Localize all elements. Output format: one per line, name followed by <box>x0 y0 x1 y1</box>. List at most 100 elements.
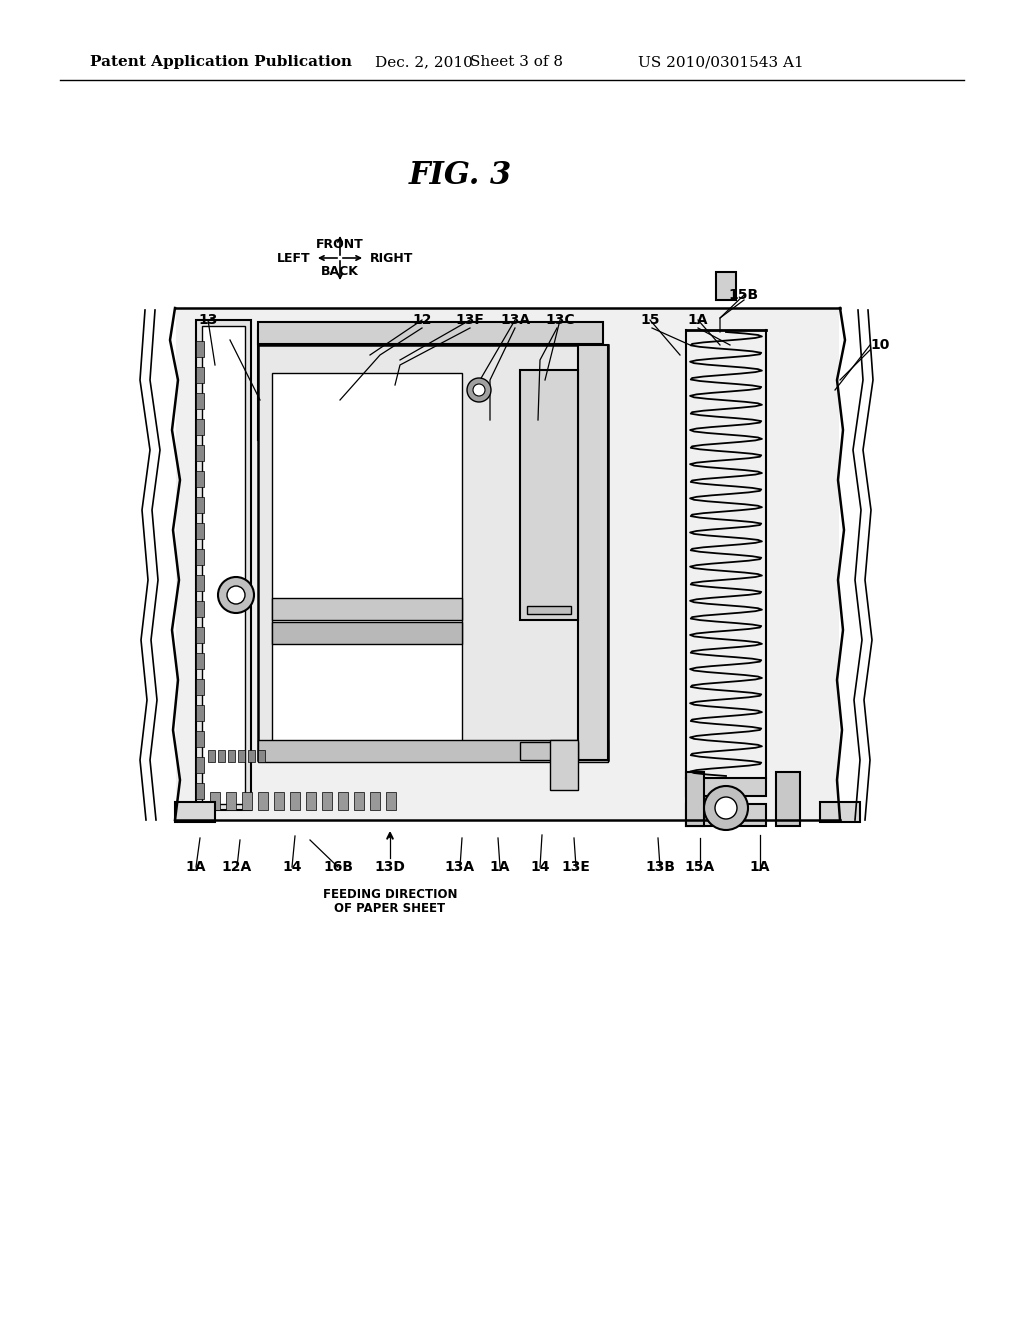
Bar <box>248 750 255 762</box>
Bar <box>378 371 402 385</box>
Bar <box>272 374 462 748</box>
Bar <box>196 576 204 591</box>
Text: 10: 10 <box>870 338 890 352</box>
Circle shape <box>705 785 748 830</box>
Bar <box>196 678 204 696</box>
Bar <box>820 803 860 822</box>
Text: BACK: BACK <box>322 265 359 279</box>
Text: 15A: 15A <box>685 861 715 874</box>
Text: US 2010/0301543 A1: US 2010/0301543 A1 <box>638 55 804 69</box>
Bar <box>238 750 245 762</box>
Bar <box>460 342 498 420</box>
Bar <box>196 341 204 356</box>
Text: 1A: 1A <box>185 861 206 874</box>
Bar <box>258 330 388 440</box>
Bar <box>196 367 204 383</box>
Circle shape <box>218 577 254 612</box>
Bar <box>272 622 462 644</box>
Bar <box>716 272 736 300</box>
Bar <box>578 345 608 760</box>
Bar <box>375 342 406 392</box>
Bar <box>686 772 705 826</box>
Text: 13C: 13C <box>545 313 574 327</box>
Text: LEFT: LEFT <box>276 252 310 264</box>
Text: 1A: 1A <box>489 861 510 874</box>
Bar <box>196 319 251 810</box>
Text: FRONT: FRONT <box>316 238 364 251</box>
Text: Sheet 3 of 8: Sheet 3 of 8 <box>470 55 563 69</box>
Text: OF PAPER SHEET: OF PAPER SHEET <box>335 902 445 915</box>
Bar <box>258 741 608 762</box>
Bar <box>354 792 364 810</box>
Text: 12A: 12A <box>222 861 252 874</box>
Bar <box>196 445 204 461</box>
Text: 15: 15 <box>640 313 659 327</box>
Bar <box>322 792 332 810</box>
Bar <box>258 750 265 762</box>
Bar <box>196 393 204 409</box>
Text: FIG. 3: FIG. 3 <box>409 160 512 190</box>
Text: 13E: 13E <box>561 861 591 874</box>
Bar <box>258 322 603 345</box>
Bar <box>226 792 236 810</box>
Bar <box>196 731 204 747</box>
Bar <box>196 549 204 565</box>
Bar <box>520 742 578 760</box>
Bar <box>776 772 800 826</box>
Bar <box>228 750 234 762</box>
Bar <box>520 370 578 620</box>
Bar <box>550 741 578 789</box>
Text: 13F: 13F <box>456 313 484 327</box>
Text: RIGHT: RIGHT <box>370 252 414 264</box>
Circle shape <box>715 797 737 818</box>
Bar <box>202 326 245 804</box>
Text: 15B: 15B <box>729 288 759 302</box>
Bar <box>386 792 396 810</box>
Text: 16B: 16B <box>323 861 353 874</box>
Bar <box>218 750 225 762</box>
Bar <box>176 309 839 818</box>
Bar <box>290 792 300 810</box>
Bar <box>196 498 204 513</box>
Text: 13A: 13A <box>445 861 475 874</box>
Bar <box>338 792 348 810</box>
Circle shape <box>467 378 490 403</box>
Text: 14: 14 <box>283 861 302 874</box>
Text: 1A: 1A <box>750 861 770 874</box>
Bar <box>196 783 204 799</box>
Bar <box>527 606 571 614</box>
Bar <box>306 792 316 810</box>
Text: 1A: 1A <box>688 313 709 327</box>
Bar <box>208 750 215 762</box>
Bar <box>258 792 268 810</box>
Bar <box>242 792 252 810</box>
Text: FEEDING DIRECTION: FEEDING DIRECTION <box>323 888 458 902</box>
Text: 13D: 13D <box>375 861 406 874</box>
Bar <box>370 792 380 810</box>
Bar <box>196 471 204 487</box>
Bar <box>686 777 766 796</box>
Bar <box>196 756 204 774</box>
Text: 14: 14 <box>530 861 550 874</box>
Bar <box>258 345 608 760</box>
Text: 13B: 13B <box>645 861 675 874</box>
Bar <box>265 337 381 433</box>
Bar <box>196 705 204 721</box>
Bar <box>196 523 204 539</box>
Bar <box>175 803 215 822</box>
Text: Patent Application Publication: Patent Application Publication <box>90 55 352 69</box>
Text: 12: 12 <box>413 313 432 327</box>
Text: 13: 13 <box>199 313 218 327</box>
Bar <box>210 792 220 810</box>
Bar <box>274 792 284 810</box>
Bar <box>196 418 204 436</box>
Circle shape <box>473 384 485 396</box>
Bar <box>272 598 462 620</box>
Bar <box>196 627 204 643</box>
Text: 13A: 13A <box>500 313 530 327</box>
Bar <box>686 804 766 826</box>
Circle shape <box>227 586 245 605</box>
Text: Dec. 2, 2010: Dec. 2, 2010 <box>375 55 473 69</box>
Bar <box>196 601 204 616</box>
Bar <box>196 653 204 669</box>
